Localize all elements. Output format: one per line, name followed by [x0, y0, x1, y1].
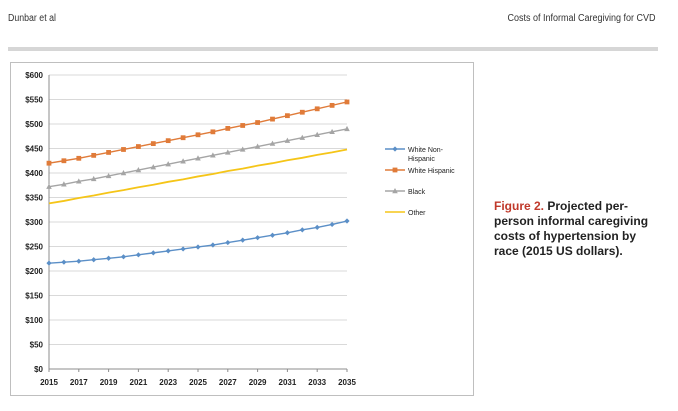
- y-tick-label: $400: [25, 169, 43, 178]
- x-tick-label: 2035: [338, 378, 356, 387]
- data-point-white-hispanic: [76, 156, 81, 161]
- x-tick-label: 2017: [70, 378, 88, 387]
- y-tick-label: $200: [25, 267, 43, 276]
- y-tick-label: $100: [25, 316, 43, 325]
- data-point-black: [344, 126, 350, 131]
- data-point-white-hispanic: [196, 132, 201, 137]
- y-tick-label: $600: [25, 71, 43, 80]
- data-point-white-non-hispanic: [195, 244, 200, 249]
- data-point-white-non-hispanic: [151, 250, 156, 255]
- x-tick-label: 2023: [159, 378, 177, 387]
- y-tick-label: $0: [34, 365, 43, 374]
- x-tick-label: 2025: [189, 378, 207, 387]
- x-tick-label: 2019: [100, 378, 118, 387]
- data-point-white-non-hispanic: [315, 225, 320, 230]
- y-tick-label: $500: [25, 120, 43, 129]
- data-point-white-hispanic: [91, 153, 96, 158]
- y-tick-label: $450: [25, 145, 43, 154]
- y-tick-label: $300: [25, 218, 43, 227]
- header-rule: [8, 47, 658, 51]
- data-point-white-hispanic: [255, 120, 260, 125]
- data-point-white-non-hispanic: [270, 233, 275, 238]
- data-point-white-hispanic: [106, 150, 111, 155]
- x-tick-label: 2027: [219, 378, 237, 387]
- data-point-white-hispanic: [121, 147, 126, 152]
- data-point-white-hispanic: [285, 113, 290, 118]
- chart-frame: $0 $50 $100 $150 $200 $250 $300 $350 $400 $450 $50…: [10, 62, 474, 396]
- data-point-white-hispanic: [151, 141, 156, 146]
- legend-label-black: Black: [408, 189, 426, 196]
- data-point-white-non-hispanic: [136, 252, 141, 257]
- data-point-white-hispanic: [330, 103, 335, 108]
- data-point-white-non-hispanic: [285, 230, 290, 235]
- x-tick-label: 2029: [249, 378, 267, 387]
- data-point-white-non-hispanic: [91, 257, 96, 262]
- data-point-white-hispanic: [270, 117, 275, 122]
- data-point-white-non-hispanic: [225, 240, 230, 245]
- y-tick-label: $550: [25, 96, 43, 105]
- y-tick-label: $250: [25, 243, 43, 252]
- data-point-white-hispanic: [181, 135, 186, 140]
- data-point-white-non-hispanic: [166, 248, 171, 253]
- data-point-white-hispanic: [225, 126, 230, 131]
- legend-label-white-non-hispanic: Hispanic: [408, 156, 435, 163]
- data-point-white-non-hispanic: [61, 260, 66, 265]
- data-point-white-non-hispanic: [344, 218, 349, 223]
- running-header-author: Dunbar et al: [8, 13, 56, 24]
- legend-label-white-non-hispanic: White Non-: [408, 147, 444, 154]
- data-point-white-non-hispanic: [330, 222, 335, 227]
- running-header-title: Costs of Informal Caregiving for CVD: [508, 13, 656, 24]
- data-point-white-non-hispanic: [76, 259, 81, 264]
- legend-marker-white-hispanic: [393, 168, 398, 173]
- y-tick-label: $350: [25, 194, 43, 203]
- data-point-white-non-hispanic: [300, 227, 305, 232]
- data-point-white-non-hispanic: [46, 261, 51, 266]
- data-point-white-non-hispanic: [255, 235, 260, 240]
- y-tick-label: $50: [30, 341, 44, 350]
- line-chart: $0 $50 $100 $150 $200 $250 $300 $350 $400 $450 $50…: [11, 63, 473, 395]
- data-point-white-hispanic: [211, 129, 216, 134]
- x-tick-label: 2015: [40, 378, 58, 387]
- x-tick-label: 2021: [130, 378, 148, 387]
- legend-label-other: Other: [408, 210, 426, 217]
- data-point-white-non-hispanic: [106, 256, 111, 261]
- data-point-white-non-hispanic: [181, 246, 186, 251]
- data-point-white-hispanic: [166, 138, 171, 143]
- x-tick-label: 2033: [308, 378, 326, 387]
- data-point-white-hispanic: [47, 161, 52, 166]
- figure-label: Figure 2.: [494, 199, 544, 213]
- figure-caption: Figure 2. Projected per-person informal …: [494, 199, 659, 259]
- data-point-white-hispanic: [136, 144, 141, 149]
- data-point-white-non-hispanic: [240, 238, 245, 243]
- legend-marker-white-non-hispanic: [392, 146, 397, 151]
- data-point-white-non-hispanic: [121, 254, 126, 259]
- data-point-white-hispanic: [315, 106, 320, 111]
- data-point-white-hispanic: [240, 123, 245, 128]
- data-point-white-hispanic: [300, 110, 305, 115]
- data-point-white-hispanic: [345, 100, 350, 105]
- data-point-white-hispanic: [62, 158, 67, 163]
- y-tick-label: $150: [25, 292, 43, 301]
- x-tick-label: 2031: [279, 378, 297, 387]
- legend-label-white-hispanic: White Hispanic: [408, 168, 455, 175]
